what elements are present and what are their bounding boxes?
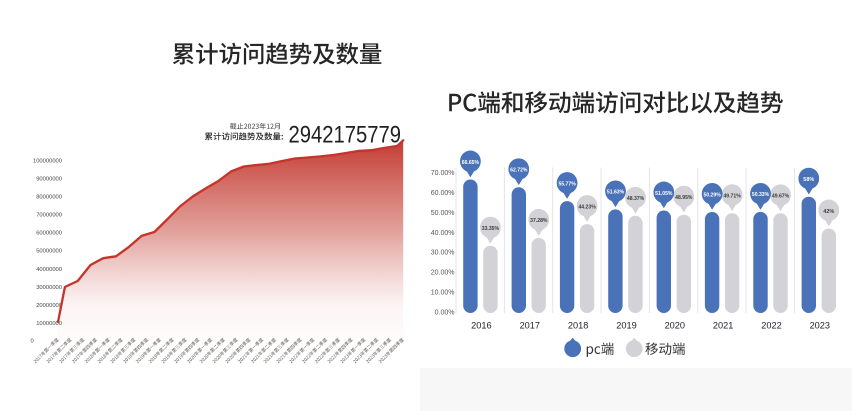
svg-text:51.63%: 51.63% — [607, 190, 625, 196]
svg-text:100000000: 100000000 — [33, 158, 62, 164]
svg-text:2017: 2017 — [520, 321, 540, 331]
svg-text:2019: 2019 — [616, 321, 636, 331]
svg-text:30.00%: 30.00% — [431, 250, 455, 257]
svg-text:55.77%: 55.77% — [558, 181, 576, 187]
svg-text:49.71%: 49.71% — [723, 194, 741, 200]
svg-text:66.65%: 66.65% — [462, 160, 480, 166]
svg-text:50.33%: 50.33% — [752, 192, 770, 198]
svg-text:40.00%: 40.00% — [431, 230, 455, 237]
svg-text:44.23%: 44.23% — [578, 204, 596, 210]
svg-text:58%: 58% — [803, 177, 814, 183]
svg-text:50.29%: 50.29% — [703, 192, 721, 198]
svg-text:60000000: 60000000 — [36, 231, 62, 237]
svg-text:70000000: 70000000 — [36, 213, 62, 219]
svg-text:90000000: 90000000 — [36, 177, 62, 183]
svg-text:2020: 2020 — [665, 321, 685, 331]
svg-text:50.00%: 50.00% — [431, 210, 455, 217]
svg-text:2021: 2021 — [713, 321, 733, 331]
svg-text:2018: 2018 — [568, 321, 588, 331]
svg-text:10.00%: 10.00% — [431, 290, 455, 297]
svg-text:49.67%: 49.67% — [772, 194, 790, 200]
svg-text:0: 0 — [31, 338, 34, 344]
svg-text:48.95%: 48.95% — [675, 195, 693, 201]
svg-text:20000000: 20000000 — [36, 303, 62, 309]
svg-text:0.00%: 0.00% — [435, 309, 455, 316]
svg-text:70.00%: 70.00% — [431, 170, 455, 177]
svg-text:10000000: 10000000 — [36, 321, 62, 327]
svg-text:42%: 42% — [823, 209, 834, 215]
svg-text:2022: 2022 — [761, 321, 781, 331]
svg-text:48.37%: 48.37% — [627, 196, 645, 202]
svg-text:37.28%: 37.28% — [530, 218, 548, 224]
svg-text:2016: 2016 — [471, 321, 491, 331]
svg-text:2942175779: 2942175779 — [289, 121, 402, 148]
svg-text:33.35%: 33.35% — [482, 226, 500, 232]
svg-text:20.00%: 20.00% — [431, 270, 455, 277]
svg-text:60.00%: 60.00% — [431, 190, 455, 197]
svg-text:40000000: 40000000 — [36, 267, 62, 273]
svg-text:30000000: 30000000 — [36, 285, 62, 291]
svg-text:51.05%: 51.05% — [655, 191, 673, 197]
svg-text:2023: 2023 — [810, 321, 830, 331]
svg-text:50000000: 50000000 — [36, 249, 62, 255]
svg-text:62.72%: 62.72% — [510, 168, 528, 174]
svg-text:80000000: 80000000 — [36, 195, 62, 201]
